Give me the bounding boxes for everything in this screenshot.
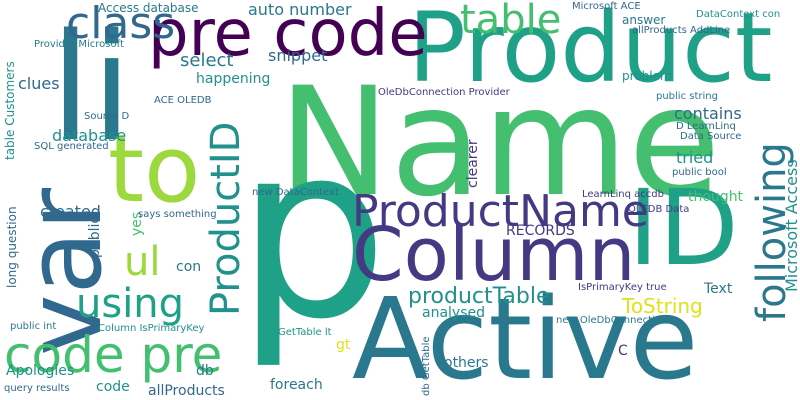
word-using: using <box>76 281 185 327</box>
word-datacontext-con: DataContext con <box>696 9 781 20</box>
word-oledbconnection-provider: OleDbConnection Provider <box>378 87 510 98</box>
word-microsoft-ace: Microsoft ACE <box>572 1 641 12</box>
word-d-learnlinq: D LearnLinq <box>676 121 736 132</box>
word-query-results: query results <box>4 383 70 394</box>
word-gettable-lt: GetTable lt <box>278 327 332 338</box>
word-table-customers: table Customers <box>3 61 17 160</box>
word-analysed: analysed <box>422 305 485 321</box>
word-clearer: clearer <box>465 139 481 188</box>
word-tried: tried <box>676 148 714 167</box>
word-active: Active <box>352 275 699 400</box>
word-microsoft-access: Microsoft Access <box>782 159 800 292</box>
word-public-int: public int <box>10 321 57 332</box>
word-public-string: public string <box>656 91 718 102</box>
word-c: C <box>618 343 628 359</box>
word-con: con <box>176 259 202 275</box>
word-id: ID <box>628 167 739 289</box>
word-li: li <box>50 2 133 174</box>
word-tostring: ToString <box>622 294 703 318</box>
word-ace-oledb: ACE OLEDB <box>154 95 212 106</box>
word-oledb-data: OLEDB Data <box>628 204 690 215</box>
word-says-something: says something <box>138 209 217 220</box>
word-provider-microsoft: Provider Microsoft <box>34 39 124 50</box>
word-code: code <box>96 379 130 395</box>
word-public-bool: public bool <box>672 167 727 178</box>
word-new-datacontext: new DataContext <box>252 187 339 198</box>
word-learnlinq-accdb: LearnLinq accdb <box>582 189 664 200</box>
word-column-isprimarykey: Column IsPrimaryKey <box>98 323 205 334</box>
word-to: to <box>108 116 201 223</box>
word-happening: happening <box>196 71 271 87</box>
word-long-question: long question <box>5 206 19 288</box>
word-ul: ul <box>124 239 161 285</box>
word-new-oledbconnection: new OleDbConnection <box>556 315 668 326</box>
word-table: table <box>460 0 562 43</box>
word-thought: thought <box>688 189 744 205</box>
word-class: class <box>66 0 176 49</box>
word-p: p <box>236 92 389 372</box>
word-isprimarykey-true: IsPrimaryKey true <box>578 282 667 293</box>
word-db-gettable: db GetTable <box>421 336 432 396</box>
word-database: database <box>52 126 127 145</box>
word-apologies: Apologies <box>6 363 75 379</box>
word-db: db <box>196 363 214 379</box>
word-name: Name <box>278 56 721 230</box>
word-answer: answer <box>622 13 666 27</box>
word-auto-number: auto number <box>248 0 352 19</box>
word-product: Product <box>408 0 773 104</box>
word-sql-generated: SQL generated <box>34 141 109 152</box>
word-public: public <box>87 215 103 258</box>
word-gt: gt <box>336 337 351 353</box>
word-records: RECORDS <box>506 223 575 239</box>
word-problem: problem <box>622 69 672 83</box>
word-source-d: Source D <box>84 111 130 122</box>
word-producttable: productTable <box>408 284 550 309</box>
word-select: select <box>180 50 234 71</box>
word-pre-code: pre code <box>148 0 428 71</box>
word-contains: contains <box>674 104 742 123</box>
word-productname: ProductName <box>352 186 649 237</box>
word-column: Column <box>352 212 636 298</box>
word-allproducts-addline: allProducts AddLine <box>632 25 731 36</box>
word-text: Text <box>704 281 733 297</box>
word-access-database: Access database <box>98 1 199 15</box>
word-data-source: Data Source <box>680 131 742 142</box>
word-others: others <box>444 355 489 371</box>
word-foreach: foreach <box>270 377 323 393</box>
word-snippet: snippet <box>268 46 328 65</box>
word-code-pre: code pre <box>4 326 223 384</box>
word-allproducts: allProducts <box>148 383 225 399</box>
word-created: created <box>40 202 101 221</box>
word-clues: clues <box>18 74 60 93</box>
